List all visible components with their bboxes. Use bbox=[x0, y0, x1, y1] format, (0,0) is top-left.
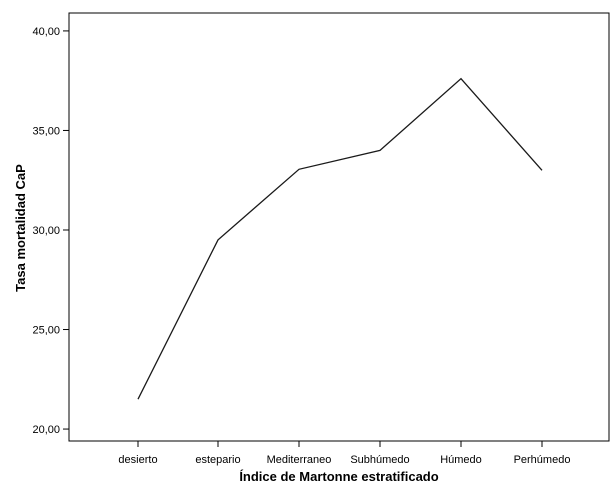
x-tick-label: desierto bbox=[118, 454, 157, 466]
y-tick-label: 25,00 bbox=[32, 325, 60, 337]
x-tick-label: Mediterraneo bbox=[267, 454, 332, 466]
x-axis-title: Índice de Martonne estratificado bbox=[239, 469, 438, 483]
x-tick-label: Subhúmedo bbox=[350, 454, 409, 466]
x-tick-label: Húmedo bbox=[440, 454, 482, 466]
y-tick-label: 30,00 bbox=[32, 225, 60, 237]
plot-frame bbox=[68, 12, 610, 442]
y-tick-label: 35,00 bbox=[32, 125, 60, 137]
y-tick-label: 20,00 bbox=[32, 424, 60, 436]
y-axis-title: Tasa mortalidad CaP bbox=[13, 164, 28, 292]
x-tick-label: estepario bbox=[195, 454, 240, 466]
x-axis-ticks: desierto estepario Mediterraneo Subhúmedo Hú… bbox=[118, 441, 570, 466]
y-tick-label: 40,00 bbox=[32, 26, 60, 38]
series-line bbox=[137, 77, 543, 400]
x-tick-label: Perhúmedo bbox=[514, 454, 571, 466]
y-axis-ticks: 20,00 25,00 30,00 35,00 40,00 bbox=[32, 26, 69, 436]
